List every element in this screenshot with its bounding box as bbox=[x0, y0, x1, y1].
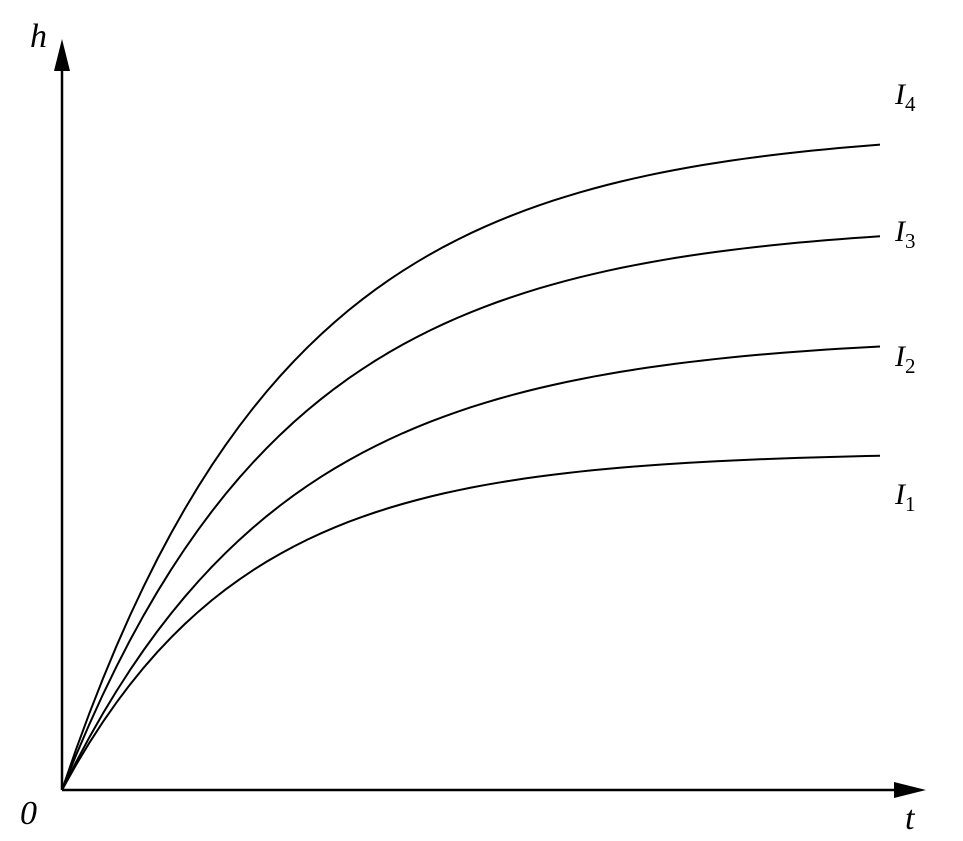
chart-svg bbox=[0, 0, 963, 841]
curve-label-i2: I2 bbox=[895, 340, 916, 379]
curve-label-i4: I4 bbox=[895, 78, 916, 117]
curve-label-i1-sub: 1 bbox=[905, 492, 916, 516]
curve-label-i2-sub: 2 bbox=[905, 354, 916, 378]
curve-label-i4-main: I bbox=[895, 78, 905, 111]
x-axis-arrow bbox=[894, 782, 926, 798]
y-axis-arrow bbox=[54, 39, 70, 71]
curve-label-i3-main: I bbox=[895, 215, 905, 248]
curve-i3 bbox=[62, 236, 880, 790]
curve-label-i1-main: I bbox=[895, 478, 905, 511]
curve-i4 bbox=[62, 145, 880, 790]
curve-label-i2-main: I bbox=[895, 340, 905, 373]
curve-label-i4-sub: 4 bbox=[905, 92, 916, 116]
curve-i1 bbox=[62, 456, 880, 790]
curve-label-i3-sub: 3 bbox=[905, 229, 916, 253]
origin-label: 0 bbox=[20, 795, 37, 833]
chart-container: h t 0 I1 I2 I3 I4 bbox=[0, 0, 963, 841]
x-axis-label: t bbox=[905, 800, 914, 838]
curve-i2 bbox=[62, 346, 880, 790]
y-axis-label: h bbox=[30, 18, 47, 56]
curve-label-i3: I3 bbox=[895, 215, 916, 254]
curve-label-i1: I1 bbox=[895, 478, 916, 517]
